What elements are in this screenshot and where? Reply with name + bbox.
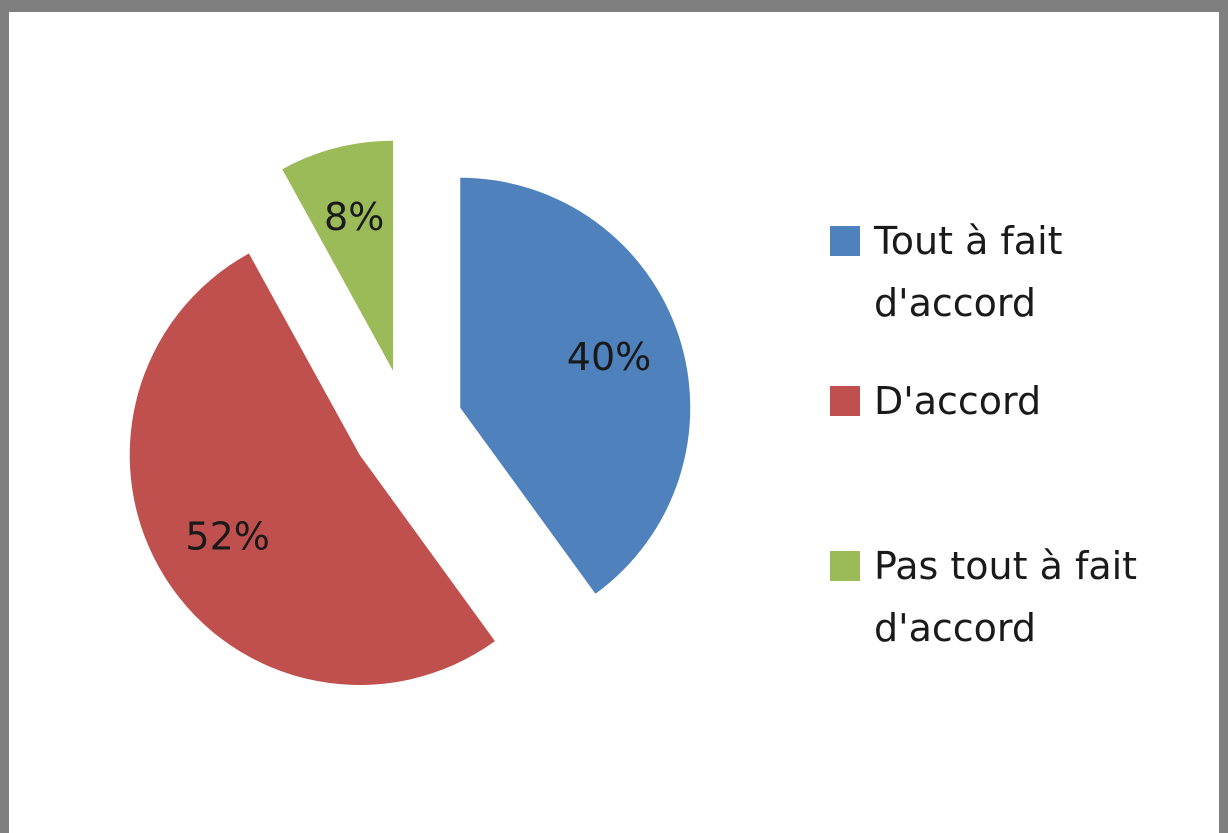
pie-slice <box>282 140 394 371</box>
legend-swatch <box>830 386 860 416</box>
legend-item: Tout à fait d'accord <box>830 210 1160 334</box>
pie-slice <box>129 253 495 686</box>
data-label: 52% <box>185 514 269 558</box>
legend-swatch <box>830 226 860 256</box>
pie-slice <box>460 177 691 594</box>
legend-label: Pas tout à fait d'accord <box>874 544 1138 650</box>
data-label: 40% <box>567 335 651 379</box>
legend-item: D'accord <box>830 370 1160 432</box>
legend-label: D'accord <box>874 379 1042 423</box>
legend-swatch <box>830 551 860 581</box>
legend-item: Pas tout à fait d'accord <box>830 535 1160 659</box>
legend-label: Tout à fait d'accord <box>874 219 1063 325</box>
data-label: 8% <box>324 195 384 239</box>
